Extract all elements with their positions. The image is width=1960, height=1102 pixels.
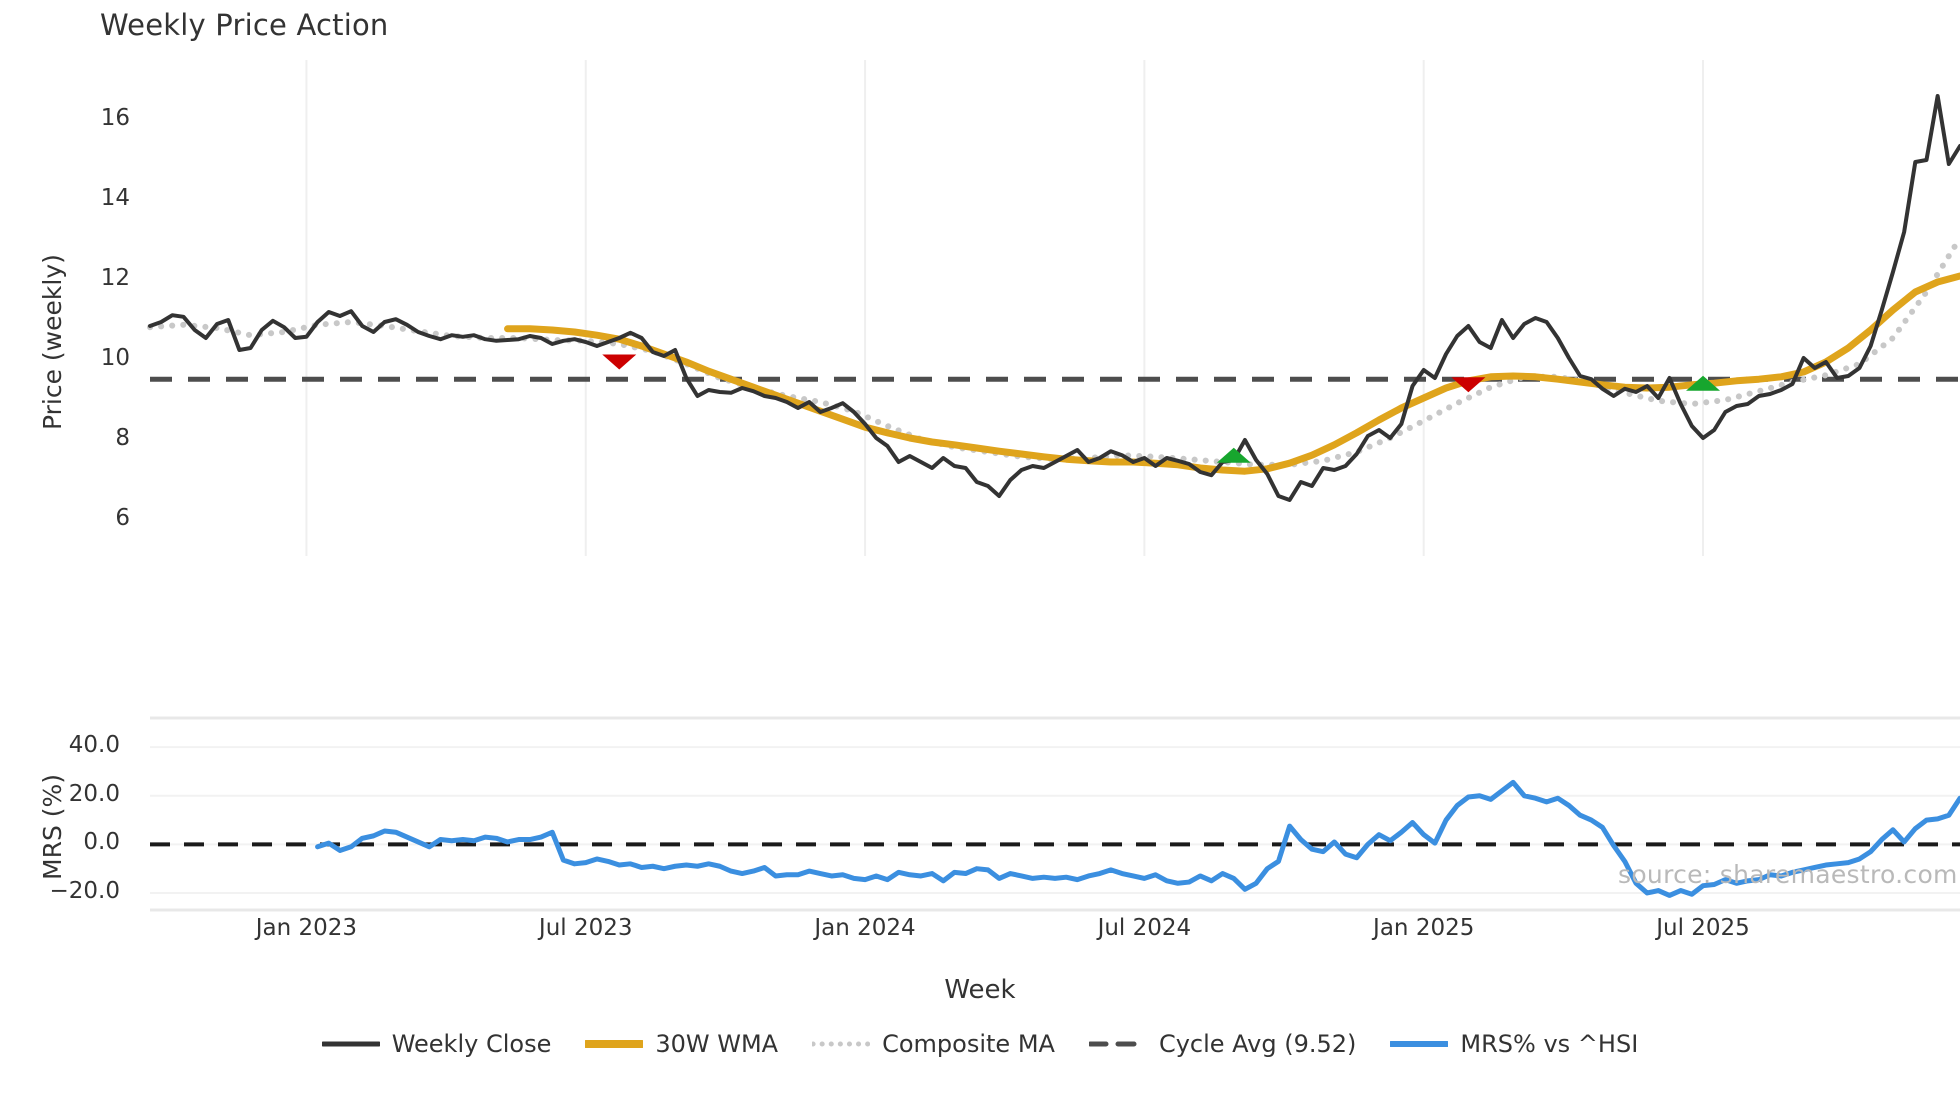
price-y-tick-label: 8	[115, 425, 130, 451]
price-y-tick-label: 14	[100, 185, 130, 211]
x-tick-label: Jan 2025	[1373, 915, 1475, 941]
price-plot-area	[150, 72, 1960, 552]
x-tick-label: Jul 2024	[1097, 915, 1192, 941]
mrs-y-tick-label: 40.0	[68, 732, 120, 759]
series-line-30w-wma	[508, 276, 1960, 471]
legend-item[interactable]: Composite MA	[812, 1030, 1055, 1058]
legend-item[interactable]: Weekly Close	[321, 1030, 552, 1058]
legend-item-label: Composite MA	[882, 1030, 1055, 1058]
legend-item[interactable]: Cycle Avg (9.52)	[1088, 1030, 1357, 1058]
legend-item-label: MRS% vs ^HSI	[1460, 1030, 1639, 1058]
price-y-tick-label: 6	[115, 505, 130, 531]
legend-item-label: Weekly Close	[391, 1030, 552, 1058]
line-swatch-icon	[321, 1034, 380, 1054]
sell-signal-marker[interactable]	[1451, 377, 1486, 393]
price-panel	[150, 72, 1960, 552]
price-y-tick-label: 16	[100, 105, 130, 131]
source-watermark: source: sharemaestro.com	[1618, 860, 1958, 889]
x-tick-label: Jul 2025	[1656, 915, 1750, 941]
mrs-y-tick-label: 20.0	[68, 780, 120, 807]
line-swatch-icon	[585, 1034, 644, 1054]
buy-signal-marker[interactable]	[1216, 447, 1251, 463]
mrs-plot-area	[150, 718, 1960, 910]
series-line-composite-ma	[150, 238, 1960, 465]
price-y-tick-label: 10	[100, 345, 130, 371]
mrs-panel	[150, 718, 1960, 910]
dotted-line-swatch-icon	[812, 1034, 871, 1054]
series-line-weekly-close	[150, 96, 1960, 500]
chart-title: Weekly Price Action	[100, 8, 389, 42]
x-axis-label: Week	[944, 975, 1016, 1005]
x-tick-label: Jan 2023	[255, 915, 358, 941]
legend-item[interactable]: 30W WMA	[585, 1030, 778, 1058]
x-tick-label: Jan 2024	[814, 915, 916, 941]
x-tick-label: Jul 2023	[538, 915, 633, 941]
mrs-y-tick-label: −20.0	[49, 877, 120, 904]
mrs-y-tick-label: 0.0	[83, 829, 120, 856]
price-y-tick-label: 12	[100, 265, 130, 291]
sell-signal-marker[interactable]	[602, 354, 637, 370]
legend-item-label: 30W WMA	[655, 1030, 779, 1058]
chart-legend: Weekly Close 30W WMA Composite MA Cycle Avg…	[0, 1030, 1960, 1058]
buy-signal-marker[interactable]	[1686, 375, 1721, 391]
line-swatch-icon	[1390, 1034, 1449, 1054]
dashed-line-swatch-icon	[1088, 1034, 1147, 1054]
legend-item-label: Cycle Avg (9.52)	[1158, 1030, 1357, 1058]
series-line-mrs-vs-hsi	[318, 782, 1960, 895]
legend-item[interactable]: MRS% vs ^HSI	[1390, 1030, 1638, 1058]
